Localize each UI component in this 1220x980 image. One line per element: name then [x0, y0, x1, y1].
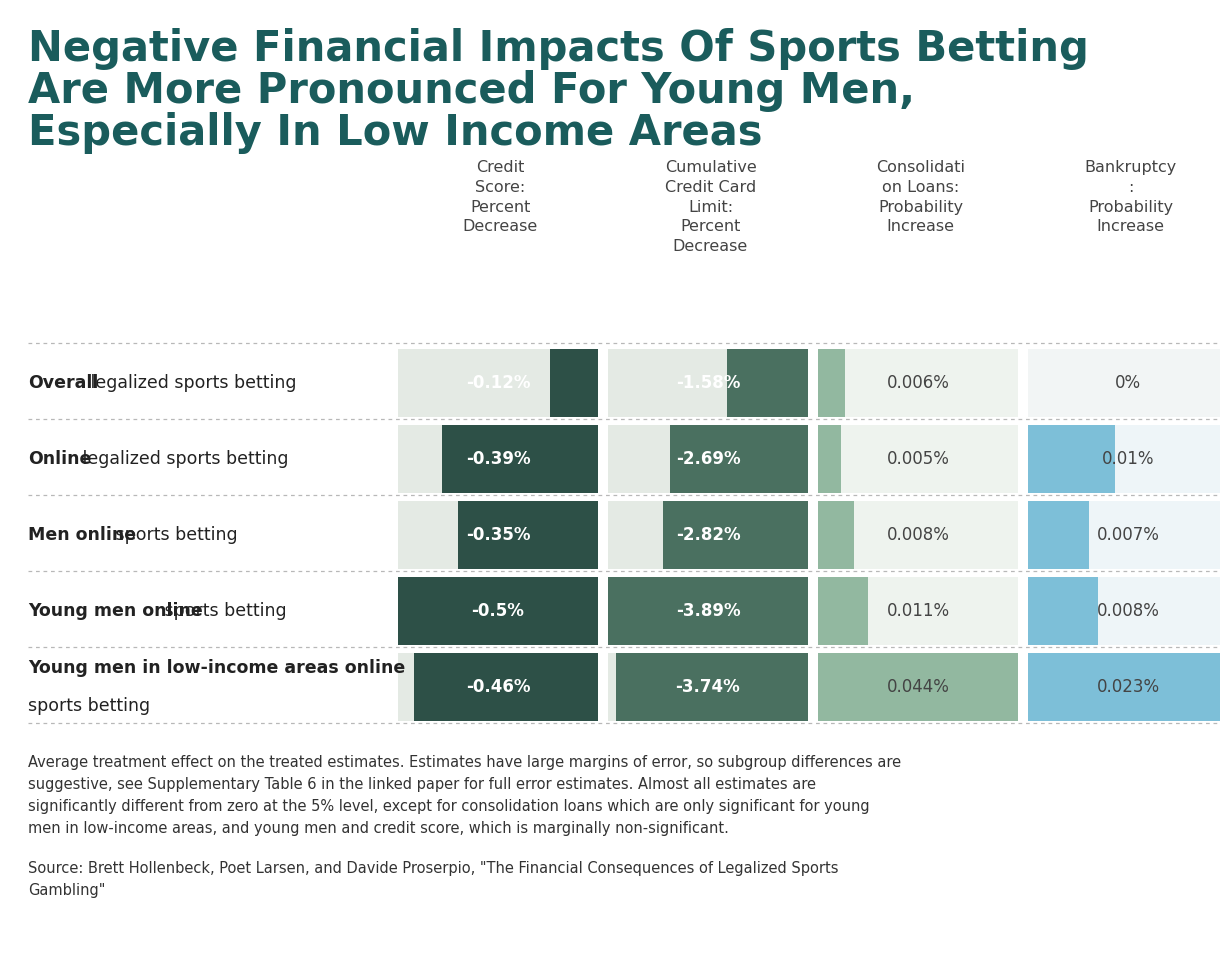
- Text: -0.46%: -0.46%: [466, 678, 531, 696]
- Bar: [817, 653, 1017, 721]
- Text: -2.82%: -2.82%: [676, 526, 741, 544]
- Text: -1.58%: -1.58%: [676, 374, 741, 392]
- Bar: [398, 577, 598, 645]
- Bar: [1028, 425, 1220, 493]
- Bar: [398, 349, 598, 417]
- Bar: [1028, 501, 1220, 569]
- Text: -0.12%: -0.12%: [466, 374, 531, 392]
- Text: 0.011%: 0.011%: [887, 602, 949, 620]
- Text: Credit
Score:
Percent
Decrease: Credit Score: Percent Decrease: [462, 160, 538, 234]
- Bar: [398, 501, 598, 569]
- Bar: [398, 425, 598, 493]
- Text: Online: Online: [28, 450, 92, 468]
- Bar: [1028, 653, 1220, 721]
- Text: Source: Brett Hollenbeck, Poet Larsen, and Davide Proserpio, "The Financial Cons: Source: Brett Hollenbeck, Poet Larsen, a…: [28, 861, 838, 876]
- Text: Overall: Overall: [28, 374, 99, 392]
- Text: Young men in low-income areas online: Young men in low-income areas online: [28, 659, 405, 677]
- Text: Consolidati
on Loans:
Probability
Increase: Consolidati on Loans: Probability Increa…: [876, 160, 965, 234]
- Bar: [817, 501, 854, 569]
- Text: significantly different from zero at the 5% level, except for consolidation loan: significantly different from zero at the…: [28, 799, 870, 814]
- Text: -0.39%: -0.39%: [466, 450, 531, 468]
- Text: Men online: Men online: [28, 526, 137, 544]
- Text: -2.69%: -2.69%: [676, 450, 741, 468]
- Bar: [458, 501, 598, 569]
- Text: Cumulative
Credit Card
Limit:
Percent
Decrease: Cumulative Credit Card Limit: Percent De…: [665, 160, 756, 254]
- Text: 0.008%: 0.008%: [1097, 602, 1159, 620]
- Bar: [1028, 349, 1220, 417]
- Bar: [608, 349, 808, 417]
- Bar: [1028, 653, 1220, 721]
- Bar: [817, 425, 841, 493]
- Text: sports betting: sports betting: [28, 697, 150, 715]
- Bar: [608, 577, 808, 645]
- Text: 0.005%: 0.005%: [887, 450, 949, 468]
- Bar: [817, 501, 1017, 569]
- Bar: [608, 425, 808, 493]
- Text: 0.006%: 0.006%: [887, 374, 949, 392]
- Text: 0.023%: 0.023%: [1097, 678, 1159, 696]
- Bar: [550, 349, 598, 417]
- Bar: [608, 653, 808, 721]
- Text: sports betting: sports betting: [110, 526, 238, 544]
- Text: Average treatment effect on the treated estimates. Estimates have large margins : Average treatment effect on the treated …: [28, 755, 902, 770]
- Bar: [1028, 577, 1220, 645]
- Bar: [608, 577, 808, 645]
- Text: 0.044%: 0.044%: [887, 678, 949, 696]
- Text: -0.35%: -0.35%: [466, 526, 531, 544]
- Bar: [817, 577, 867, 645]
- Text: 0%: 0%: [1115, 374, 1141, 392]
- Text: legalized sports betting: legalized sports betting: [85, 374, 296, 392]
- Text: 0.008%: 0.008%: [887, 526, 949, 544]
- Text: 0.01%: 0.01%: [1102, 450, 1154, 468]
- Bar: [817, 577, 1017, 645]
- Text: -3.89%: -3.89%: [676, 602, 741, 620]
- Text: 0.007%: 0.007%: [1097, 526, 1159, 544]
- Text: Bankruptcy
:
Probability
Increase: Bankruptcy : Probability Increase: [1085, 160, 1176, 234]
- Bar: [398, 653, 598, 721]
- Bar: [817, 653, 1017, 721]
- Text: Gambling": Gambling": [28, 883, 105, 898]
- Bar: [1028, 501, 1089, 569]
- Bar: [817, 349, 845, 417]
- Bar: [1028, 425, 1115, 493]
- Bar: [414, 653, 598, 721]
- Bar: [817, 425, 1017, 493]
- Bar: [442, 425, 598, 493]
- Text: Especially In Low Income Areas: Especially In Low Income Areas: [28, 112, 762, 154]
- Text: suggestive, see Supplementary Table 6 in the linked paper for full error estimat: suggestive, see Supplementary Table 6 in…: [28, 777, 816, 792]
- Bar: [608, 501, 808, 569]
- Text: -3.74%: -3.74%: [676, 678, 741, 696]
- Bar: [727, 349, 808, 417]
- Bar: [817, 349, 1017, 417]
- Text: sports betting: sports betting: [159, 602, 287, 620]
- Bar: [616, 653, 808, 721]
- Text: Young men online: Young men online: [28, 602, 203, 620]
- Text: men in low-income areas, and young men and credit score, which is marginally non: men in low-income areas, and young men a…: [28, 821, 728, 836]
- Text: Negative Financial Impacts Of Sports Betting: Negative Financial Impacts Of Sports Bet…: [28, 28, 1089, 70]
- Bar: [1028, 577, 1098, 645]
- Bar: [662, 501, 808, 569]
- Bar: [670, 425, 808, 493]
- Bar: [398, 577, 598, 645]
- Text: Are More Pronounced For Young Men,: Are More Pronounced For Young Men,: [28, 70, 915, 112]
- Text: legalized sports betting: legalized sports betting: [77, 450, 289, 468]
- Text: -0.5%: -0.5%: [472, 602, 525, 620]
